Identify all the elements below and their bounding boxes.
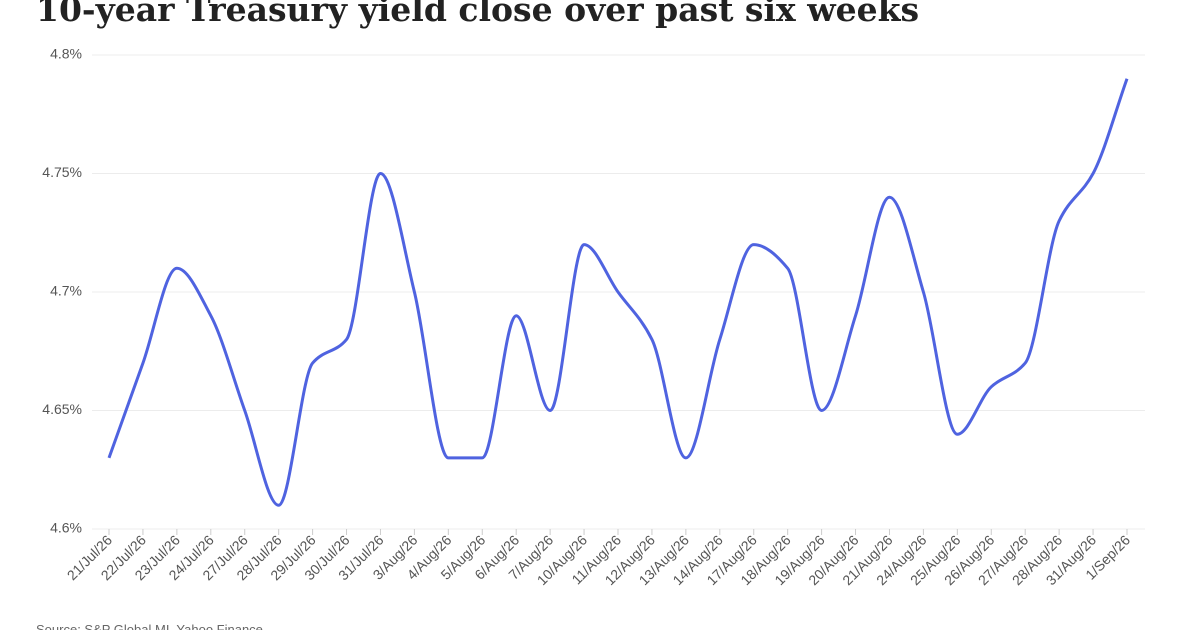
chart-title: 10-year Treasury yield close over past s… xyxy=(36,0,919,29)
y-tick-label: 4.6% xyxy=(50,520,82,536)
y-tick-label: 4.8% xyxy=(50,46,82,62)
source: Source: S&P Global MI, Yahoo Finance xyxy=(36,622,263,630)
line xyxy=(107,78,1129,507)
y-tick-label: 4.75% xyxy=(42,164,82,180)
y-tick-label: 4.65% xyxy=(42,401,82,417)
y-tick-label: 4.7% xyxy=(50,283,82,299)
